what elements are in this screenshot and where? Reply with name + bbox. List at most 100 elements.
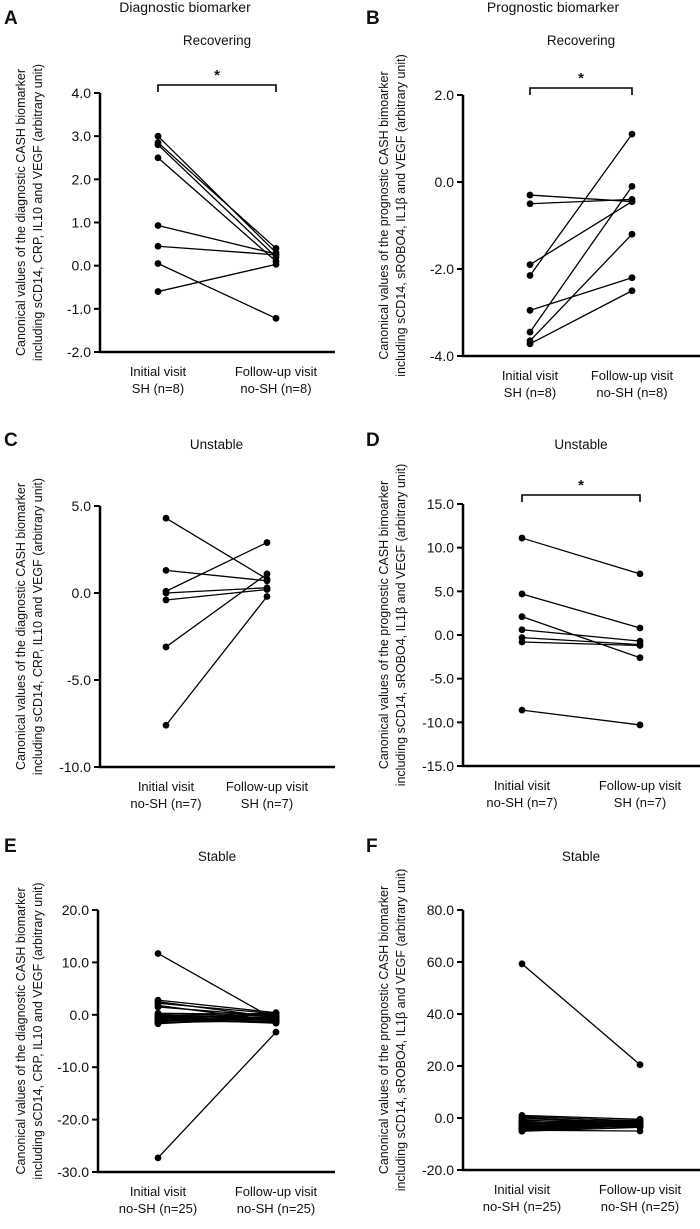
significance-marker: * xyxy=(578,70,584,87)
paired-line xyxy=(157,1016,277,1025)
y-tick-label: -10.0 xyxy=(59,759,91,775)
panel-title: Recovering xyxy=(183,33,251,48)
y-tick-label: -4.0 xyxy=(430,348,454,364)
paired-line xyxy=(521,1119,641,1124)
y-tick-label: 1.0 xyxy=(72,215,92,231)
y-axis-label-line1: Canonical values of the diagnostic CASH … xyxy=(14,888,28,1175)
data-point-initial xyxy=(154,1020,162,1028)
data-point-initial xyxy=(154,242,162,250)
data-point-initial xyxy=(154,260,162,267)
data-point-follow-up xyxy=(628,287,636,295)
data-point-initial xyxy=(154,222,162,229)
x-category-label: Initial visit xyxy=(502,368,559,383)
y-axis-label-line2: including sCD14, sROBO4, IL1β and VEGF (… xyxy=(394,869,408,1192)
x-category-label: Follow-up visit xyxy=(599,1182,682,1197)
x-category-label: Initial visit xyxy=(494,1182,551,1197)
data-point-follow-up xyxy=(272,251,280,259)
paired-line xyxy=(165,587,268,594)
y-tick-label: -20.0 xyxy=(57,1112,89,1128)
paired-line xyxy=(529,198,633,205)
paired-line xyxy=(529,201,633,266)
panel-title: Unstable xyxy=(554,437,607,452)
data-point-follow-up xyxy=(272,314,280,322)
paired-line xyxy=(521,636,641,646)
paired-line xyxy=(521,1114,641,1120)
y-tick-label: -10.0 xyxy=(57,1059,89,1075)
column-title-prognostic: Prognostic biomarker xyxy=(487,0,620,15)
paired-line xyxy=(165,573,268,648)
paired-line xyxy=(157,262,277,319)
x-category-label: SH (n=8) xyxy=(504,385,556,400)
paired-line xyxy=(521,1120,641,1129)
y-axis-label-line1: Canonical values of the prognostic CASH … xyxy=(377,481,391,769)
paired-line xyxy=(157,1013,277,1020)
data-point-follow-up xyxy=(272,1014,280,1021)
paired-line xyxy=(521,1126,641,1132)
x-category-label: no-SH (n=7) xyxy=(486,795,557,810)
y-tick-label: -5.0 xyxy=(430,671,454,687)
data-point-initial xyxy=(518,1127,526,1135)
column-title-diagnostic: Diagnostic biomarker xyxy=(119,0,251,15)
y-axis-label-line1: Canonical values of the prognostic CASH … xyxy=(377,71,391,359)
y-axis-label-line2: including sCD14, sROBO4, IL1β and VEGF (… xyxy=(394,54,408,377)
data-point-initial xyxy=(162,721,170,729)
x-category-label: no-SH (n=8) xyxy=(596,385,667,400)
y-tick-label: -2.0 xyxy=(430,261,454,277)
x-category-label: no-SH (n=7) xyxy=(130,796,201,811)
paired-line xyxy=(157,999,277,1014)
panel-letter: B xyxy=(366,8,380,29)
y-tick-label: 3.0 xyxy=(72,128,92,144)
paired-line xyxy=(529,185,633,333)
data-point-initial xyxy=(518,706,526,714)
y-tick-label: -1.0 xyxy=(67,301,91,317)
x-category-label: Initial visit xyxy=(130,364,187,379)
x-category-label: SH (n=7) xyxy=(241,796,293,811)
data-point-follow-up xyxy=(636,570,644,578)
data-point-initial xyxy=(154,141,162,149)
y-tick-label: 2.0 xyxy=(72,171,92,187)
data-point-initial xyxy=(154,1154,162,1162)
data-point-initial xyxy=(162,596,170,604)
y-tick-label: -10.0 xyxy=(422,714,454,730)
panel-letter: E xyxy=(4,836,17,857)
y-axis-label-line2: including sCD14, CRP, IL10 and VEGF (arb… xyxy=(31,64,45,361)
y-tick-label: 60.0 xyxy=(427,954,454,970)
x-category-label: no-SH (n=25) xyxy=(119,1201,197,1216)
data-point-follow-up xyxy=(263,586,271,593)
paired-line xyxy=(157,157,277,262)
data-point-follow-up xyxy=(636,654,644,662)
data-point-initial xyxy=(526,328,534,336)
panel-letter: C xyxy=(4,430,18,451)
panel-letter: F xyxy=(366,836,378,857)
y-tick-label: 40.0 xyxy=(427,1006,454,1022)
y-axis-label-line2: including sCD14, sROBO4, IL1β and VEGF (… xyxy=(394,464,408,787)
paired-line xyxy=(157,142,277,249)
paired-line xyxy=(529,233,633,342)
paired-line xyxy=(157,1012,277,1016)
x-category-label: no-SH (n=25) xyxy=(483,1199,561,1214)
x-category-label: Follow-up visit xyxy=(235,364,318,379)
x-category-label: Initial visit xyxy=(494,778,551,793)
y-tick-label: -15.0 xyxy=(422,758,454,774)
data-point-follow-up xyxy=(628,182,636,190)
data-point-initial xyxy=(162,566,170,574)
y-tick-label: -2.0 xyxy=(67,344,91,360)
y-tick-label: -20.0 xyxy=(422,1162,454,1178)
paired-line xyxy=(165,569,268,582)
panel-title: Stable xyxy=(562,849,600,864)
data-point-initial xyxy=(154,132,162,140)
y-tick-label: 80.0 xyxy=(427,902,454,918)
y-tick-label: -30.0 xyxy=(57,1164,89,1180)
paired-line xyxy=(157,135,277,254)
data-point-initial xyxy=(526,306,534,314)
x-category-label: SH (n=7) xyxy=(614,795,666,810)
data-point-initial xyxy=(526,261,534,269)
y-tick-label: 0.0 xyxy=(72,258,92,274)
panel-title: Recovering xyxy=(547,33,615,48)
x-category-label: Follow-up visit xyxy=(599,778,682,793)
data-point-follow-up xyxy=(636,642,644,649)
paired-line xyxy=(157,1031,277,1159)
data-point-initial xyxy=(518,534,526,542)
paired-line xyxy=(165,517,268,580)
